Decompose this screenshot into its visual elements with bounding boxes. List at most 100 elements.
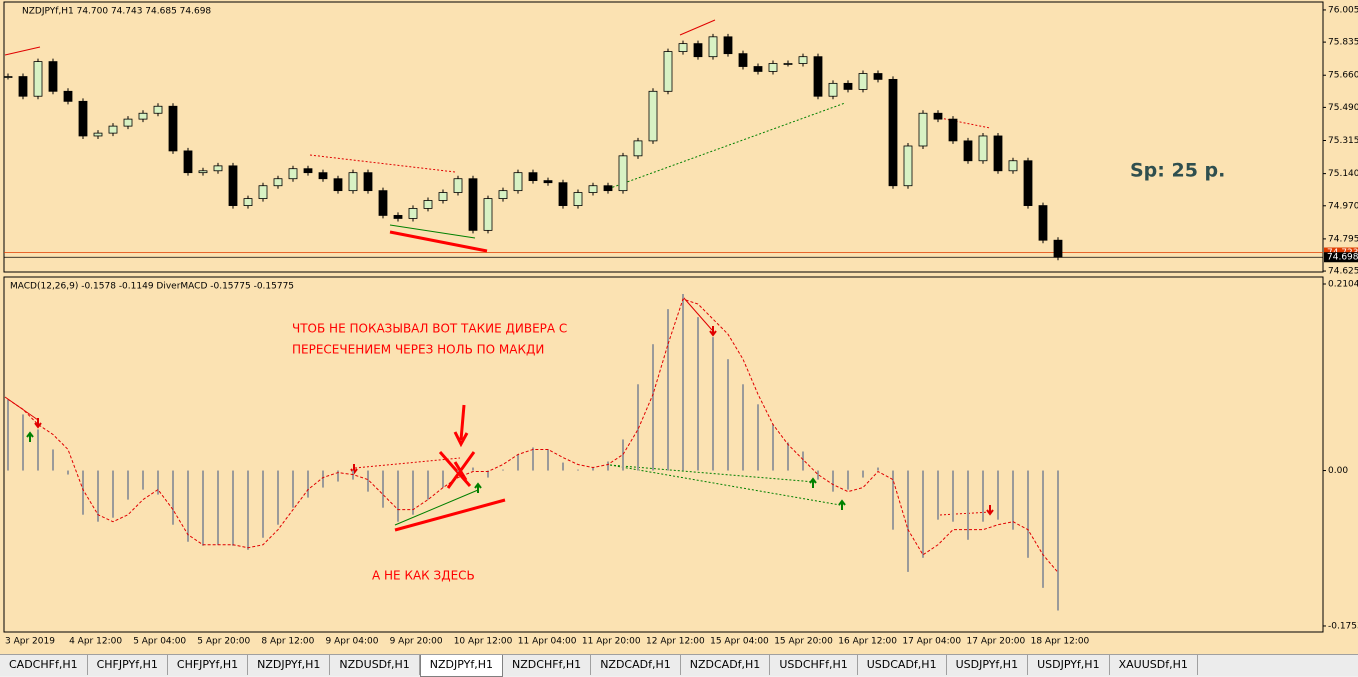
time-label: 15 Apr 20:00 [774, 637, 833, 647]
candle [858, 73, 868, 90]
y-tick-label: 0.00 [1328, 466, 1348, 476]
candle [648, 90, 658, 142]
trend-line [389, 224, 476, 239]
chart-tab[interactable]: NZDCADf,H1 [681, 655, 771, 675]
candle [123, 118, 133, 127]
candle [543, 180, 553, 184]
candle [438, 192, 448, 201]
candle [108, 125, 118, 134]
y-tick-label: 0.2104 [1328, 280, 1358, 290]
candle [678, 43, 688, 52]
candle [318, 172, 328, 180]
candle [78, 100, 88, 137]
candle [363, 172, 373, 192]
time-label: 12 Apr 12:00 [646, 637, 705, 647]
candle [903, 145, 913, 187]
candle [798, 56, 808, 64]
candle [828, 82, 838, 97]
candle [1038, 205, 1048, 241]
candle [258, 185, 268, 199]
chart-tab[interactable]: XAUUSDf,H1 [1110, 655, 1198, 675]
candle [183, 150, 193, 174]
candle [48, 61, 58, 92]
candle [138, 112, 148, 120]
candle [708, 36, 718, 58]
candle [603, 185, 613, 192]
candle [468, 178, 478, 231]
candle [783, 63, 793, 65]
trend-line [609, 464, 841, 506]
annotation: ПЕРЕСЕЧЕНИЕМ ЧЕРЕЗ НОЛЬ ПО МАКДИ [292, 343, 544, 357]
y-tick-label: 76.005 [1328, 5, 1358, 15]
candle [753, 66, 763, 72]
candle [393, 215, 403, 219]
candle [378, 190, 388, 216]
trend-line [679, 19, 716, 36]
candle [618, 155, 628, 192]
y-tick-label: 74.795 [1328, 234, 1358, 244]
trend-line [4, 46, 41, 56]
spread-label: Sp: 25 p. [1130, 160, 1225, 182]
candle [843, 82, 853, 90]
candle [333, 178, 343, 192]
candle [408, 208, 418, 219]
candle [1053, 239, 1063, 258]
candle [483, 198, 493, 231]
candle [513, 172, 523, 192]
y-tick-label: 75.140 [1328, 169, 1358, 179]
time-label: 3 Apr 2019 [5, 637, 55, 647]
price-label: 74.698 [1327, 253, 1358, 263]
trend-line [604, 102, 846, 191]
background [0, 0, 1358, 654]
candle [738, 53, 748, 67]
chart-tab[interactable]: CHFJPYf,H1 [168, 655, 249, 675]
y-tick-label: 75.315 [1328, 136, 1358, 146]
time-label: 10 Apr 12:00 [454, 637, 513, 647]
chart-tab[interactable]: NZDUSDf,H1 [330, 655, 420, 675]
chart-tab[interactable]: NZDJPYf,H1 [248, 655, 331, 675]
candle [663, 51, 673, 92]
price-panel [3, 1, 1324, 273]
candle [498, 190, 508, 199]
time-label: 18 Apr 12:00 [1031, 637, 1090, 647]
candle [993, 135, 1003, 172]
price-label-bg [1324, 252, 1358, 263]
chart-tab[interactable]: USDJPYf,H1 [947, 655, 1029, 675]
candle [633, 140, 643, 157]
chart-tab[interactable]: USDCADf,H1 [858, 655, 947, 675]
macd-header: MACD(12,26,9) -0.1578 -0.1149 DiverMACD … [10, 282, 294, 292]
candle [228, 165, 238, 206]
chart-tab[interactable]: NZDJPYf,H1 [419, 655, 504, 677]
candle [18, 76, 28, 97]
chart-tab[interactable]: USDCHFf,H1 [770, 655, 858, 675]
trend-line [939, 511, 991, 516]
candle [423, 200, 433, 209]
annotation: ЧТОБ НЕ ПОКАЗЫВАЛ ВОТ ТАКИЕ ДИВЕРА С [292, 322, 567, 336]
pointer-arrow [453, 404, 469, 448]
trend-line [354, 457, 461, 469]
chart-tab[interactable]: USDJPYf,H1 [1028, 655, 1110, 675]
chart-tab[interactable]: NZDCADf,H1 [591, 655, 681, 675]
candle [273, 178, 283, 187]
candle [963, 140, 973, 162]
chart-tab[interactable]: CADCHFf,H1 [0, 655, 88, 675]
time-label: 17 Apr 20:00 [967, 637, 1026, 647]
chart-tab[interactable]: NZDCHFf,H1 [503, 655, 592, 675]
trend-line [309, 154, 456, 173]
candle [948, 118, 958, 142]
chart-tab[interactable]: CHFJPYf,H1 [88, 655, 168, 675]
y-tick-label: 75.660 [1328, 71, 1358, 81]
time-label: 16 Apr 12:00 [838, 637, 897, 647]
candle [1008, 160, 1018, 172]
trend-line [389, 230, 488, 253]
candle [93, 132, 103, 137]
candle [153, 105, 163, 114]
candle [528, 172, 538, 182]
candle [933, 112, 943, 120]
time-label: 11 Apr 04:00 [518, 637, 577, 647]
time-label: 9 Apr 20:00 [390, 637, 443, 647]
buy-arrow [26, 431, 846, 510]
time-label: 5 Apr 04:00 [133, 637, 186, 647]
